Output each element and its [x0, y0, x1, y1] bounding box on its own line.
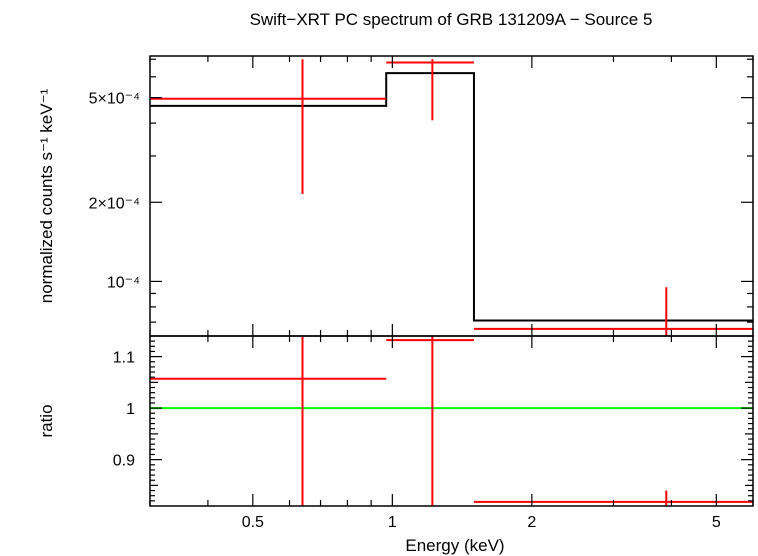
x-tick-label: 1: [388, 514, 397, 531]
spectrum-y-axis-label: normalized counts s⁻¹ keV⁻¹: [37, 88, 56, 303]
model-step-line: [150, 72, 753, 322]
ratio-panel-frame: [149, 335, 754, 507]
y-tick-label: 5×10⁻⁴: [89, 91, 140, 108]
chart-title: Swift−XRT PC spectrum of GRB 131209A − S…: [250, 10, 653, 29]
tick-labels: 0.5 1 2 5 5×10⁻⁴ 2×10⁻⁴ 10⁻⁴ 0.9 1 1.1: [89, 91, 721, 531]
ratio-y-axis-label: ratio: [37, 404, 56, 437]
y-tick-label: 10⁻⁴: [107, 274, 140, 291]
x-tick-label: 0.5: [242, 514, 264, 531]
x-tick-label: 2: [527, 514, 536, 531]
y-tick-label: 0.9: [113, 453, 135, 470]
y-tick-label: 1.1: [113, 350, 135, 367]
axis-ticks: [149, 56, 754, 506]
ratio-plot-area: [150, 336, 753, 506]
y-tick-label: 1: [126, 401, 135, 418]
spectrum-plot-area: [150, 59, 753, 336]
x-axis-label: Energy (keV): [405, 536, 504, 555]
y-tick-label: 2×10⁻⁴: [89, 195, 140, 212]
x-tick-label: 5: [712, 514, 721, 531]
